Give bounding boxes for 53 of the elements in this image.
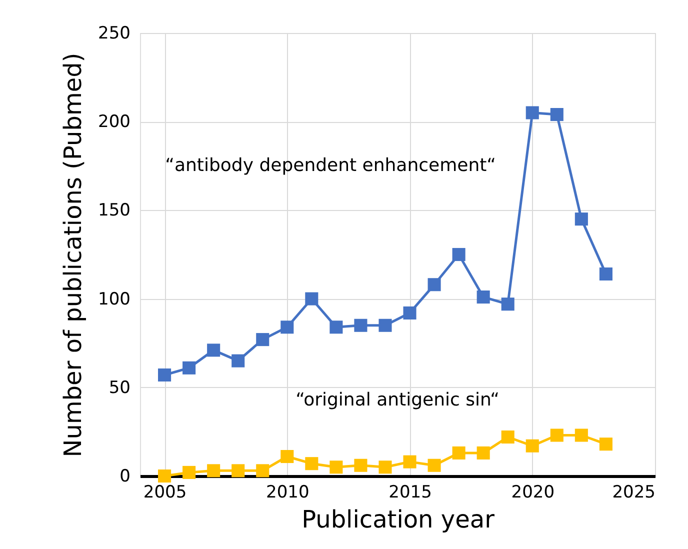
point: [330, 320, 343, 334]
point: [599, 267, 612, 281]
point: [476, 446, 490, 460]
y-tick-label: 0: [120, 466, 130, 486]
y-tick-label: 100: [98, 289, 130, 310]
x-axis-title: Publication year: [302, 506, 495, 534]
point: [403, 455, 416, 468]
series-label: “original antigenic sin“: [296, 390, 500, 411]
x-tick-label: 2015: [388, 482, 432, 502]
point: [354, 318, 368, 332]
point: [256, 333, 270, 346]
y-axis-title: Number of publications (Pubmed): [59, 52, 88, 458]
point: [207, 464, 220, 478]
point: [280, 450, 294, 464]
point: [232, 464, 245, 478]
x-tick-label: 2025: [612, 482, 656, 502]
point: [403, 306, 416, 320]
point: [305, 292, 318, 306]
point: [428, 278, 441, 292]
point: [207, 344, 220, 357]
point: [574, 428, 588, 442]
point: [526, 106, 539, 120]
y-tick-label: 250: [98, 24, 130, 44]
y-tick-label: 150: [98, 200, 130, 221]
x-tick-label: 2010: [266, 482, 310, 502]
point: [574, 212, 588, 226]
point: [599, 438, 612, 451]
point: [354, 458, 368, 472]
point: [452, 446, 466, 460]
point: [232, 354, 245, 368]
x-tick-label: 2005: [143, 482, 187, 502]
point: [158, 469, 172, 483]
point: [452, 248, 466, 262]
point: [182, 466, 196, 479]
point: [305, 457, 318, 470]
point: [182, 361, 196, 374]
point: [501, 298, 514, 311]
point: [378, 460, 392, 474]
point: [330, 460, 343, 474]
point: [526, 439, 539, 452]
x-tick-label: 2020: [511, 482, 555, 502]
point: [550, 428, 564, 442]
point: [256, 464, 270, 478]
series-label: “antibody dependent enhancement“: [165, 154, 496, 176]
point: [378, 318, 392, 332]
point: [501, 430, 514, 444]
point: [158, 368, 172, 382]
point: [280, 320, 294, 334]
y-tick-label: 200: [98, 112, 130, 132]
y-tick-label: 50: [108, 378, 130, 398]
point: [476, 290, 490, 304]
point: [428, 458, 441, 472]
point: [550, 108, 564, 122]
